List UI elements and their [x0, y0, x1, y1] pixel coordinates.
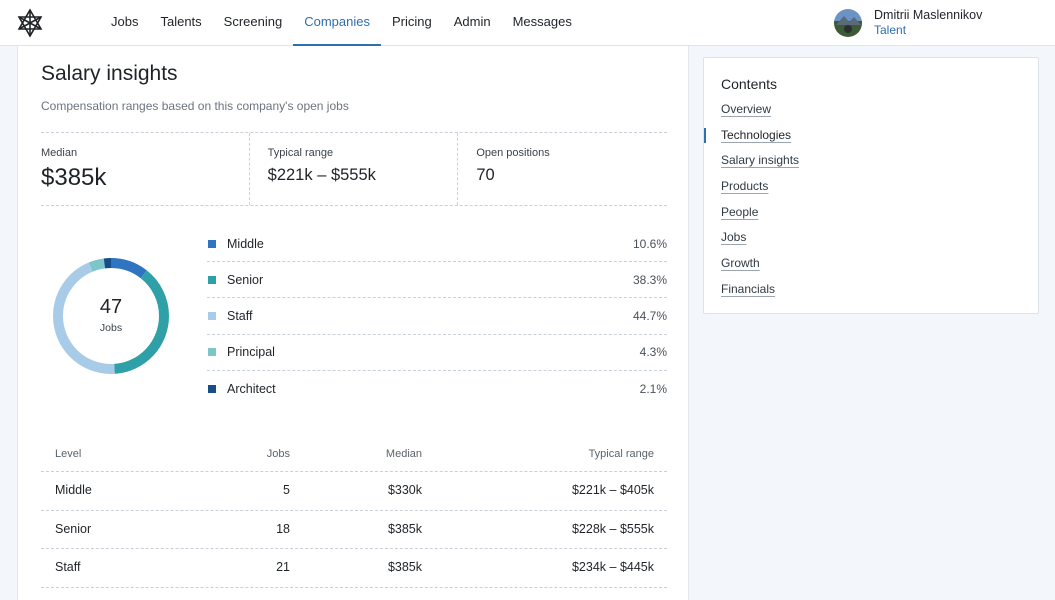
header-jobs[interactable]: Jobs [266, 448, 290, 460]
table-row: Senior 18 $385k $228k – $555k [41, 511, 667, 550]
legend-swatch [208, 239, 216, 248]
legend-swatch [208, 275, 216, 284]
stat-range-label: Typical range [267, 147, 334, 159]
salary-table: Level Jobs Median Typical range Middle 5… [41, 436, 667, 588]
cell-level: Senior [55, 521, 92, 536]
toc-overview[interactable]: Overview [721, 102, 772, 116]
donut-segment-architect [53, 258, 169, 374]
legend-label: Middle [227, 236, 264, 251]
legend-item: Middle 10.6% [207, 226, 667, 263]
header-level[interactable]: Level [55, 448, 82, 460]
stat-range-value: $221k – $555k [267, 166, 376, 184]
active-marker [704, 127, 706, 143]
level-donut-chart [53, 258, 169, 374]
legend-item: Principal 4.3% [207, 335, 667, 371]
toc-financials[interactable]: Financials [721, 281, 776, 296]
legend-label: Staff [227, 308, 253, 323]
cell-level: Middle [55, 483, 92, 497]
toc-technologies[interactable]: Technologies [704, 127, 799, 154]
nav-admin[interactable]: Admin [453, 14, 491, 29]
toc-growth[interactable]: Growth [721, 256, 760, 271]
stat-open-positions: Open positions 70 [458, 133, 667, 205]
cell-median: $385k [387, 560, 422, 575]
salary-stats: Median $385k Typical range $221k – $555k… [41, 132, 667, 206]
legend-label: Principal [227, 345, 275, 360]
nav-screening[interactable]: Screening [223, 14, 283, 29]
contents-list: Overview Technologies Salary insights Pr… [704, 102, 800, 308]
avatar[interactable] [834, 9, 862, 37]
legend-percent: 2.1% [639, 381, 667, 396]
legend-item: Senior 38.3% [207, 262, 667, 299]
cell-median: $330k [387, 483, 422, 497]
section-subtitle: Compensation ranges based on this compan… [41, 99, 349, 113]
legend-swatch [208, 384, 216, 393]
toc-jobs[interactable]: Jobs [721, 230, 747, 245]
user-role[interactable]: Talent [874, 23, 907, 37]
contents-title: Contents [721, 76, 778, 92]
main-nav: Jobs Talents Screening Companies Pricing… [100, 0, 583, 46]
donut-total: 47 [99, 296, 123, 318]
logo-icon[interactable] [15, 8, 45, 38]
top-navigation-bar: Jobs Talents Screening Companies Pricing… [0, 0, 1055, 46]
legend-percent: 10.6% [632, 236, 667, 251]
table-row: Middle 5 $330k $221k – $405k [41, 472, 667, 511]
stat-typical-range: Typical range $221k – $555k [250, 133, 459, 205]
user-menu[interactable]: Dmitrii Maslennikov Talent [834, 8, 982, 38]
legend-swatch [208, 311, 216, 320]
cell-range: $221k – $405k [571, 483, 654, 497]
table-header: Level Jobs Median Typical range [41, 436, 667, 472]
user-name: Dmitrii Maslennikov [874, 8, 983, 22]
toc-products[interactable]: Products [721, 179, 769, 194]
toc-technologies-label: Technologies [721, 127, 792, 142]
legend-percent: 38.3% [632, 272, 667, 287]
cell-level: Staff [55, 560, 81, 575]
section-title: Salary insights [41, 62, 178, 85]
stat-median-label: Median [41, 147, 78, 159]
cell-range: $234k – $445k [571, 560, 654, 575]
level-legend: Middle 10.6% Senior 38.3% Staff 44.7% Pr… [207, 226, 667, 407]
cell-jobs: 5 [283, 483, 290, 497]
legend-percent: 44.7% [632, 308, 667, 323]
nav-pricing[interactable]: Pricing [391, 14, 432, 29]
cell-range: $228k – $555k [571, 521, 654, 536]
nav-companies[interactable]: Companies [293, 0, 381, 46]
header-range[interactable]: Typical range [588, 448, 654, 460]
contents-panel: Contents Overview Technologies Salary in… [703, 57, 1039, 314]
donut-segment-staff [53, 258, 169, 374]
toc-salary-insights[interactable]: Salary insights [721, 153, 800, 168]
legend-label: Senior [227, 272, 264, 287]
nav-talents[interactable]: Talents [160, 14, 202, 29]
legend-swatch [208, 348, 216, 357]
toc-people[interactable]: People [721, 204, 759, 219]
header-median[interactable]: Median [385, 448, 422, 460]
table-row: Staff 21 $385k $234k – $445k [41, 549, 667, 588]
cell-jobs: 18 [276, 521, 290, 536]
legend-percent: 4.3% [639, 345, 667, 360]
salary-insights-section: Salary insights Compensation ranges base… [17, 46, 689, 600]
nav-jobs[interactable]: Jobs [111, 14, 139, 29]
donut-segment-senior [53, 258, 169, 374]
nav-messages[interactable]: Messages [512, 14, 572, 29]
donut-unit: Jobs [99, 322, 123, 334]
cell-jobs: 21 [276, 560, 290, 575]
stat-median: Median $385k [41, 133, 250, 205]
legend-item: Architect 2.1% [207, 371, 667, 407]
legend-item: Staff 44.7% [207, 298, 667, 335]
stat-open-value: 70 [476, 166, 495, 184]
stat-median-value: $385k [41, 164, 107, 191]
stat-open-label: Open positions [476, 147, 550, 159]
cell-median: $385k [387, 521, 422, 536]
legend-label: Architect [227, 381, 276, 396]
